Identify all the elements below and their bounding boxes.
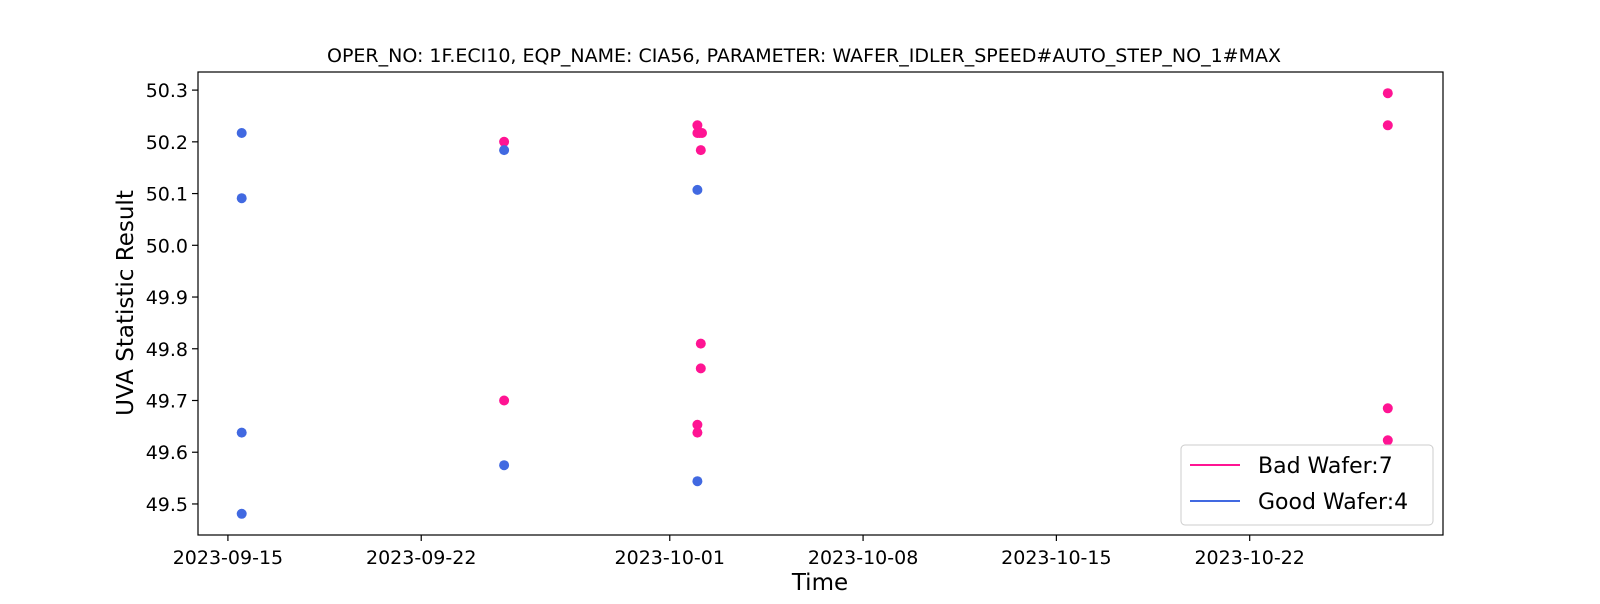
data-point-series-0-14 xyxy=(1382,435,1393,446)
legend: Bad Wafer:7 Good Wafer:4 xyxy=(1180,444,1434,526)
x-tick-label-0: 2023-09-15 xyxy=(173,547,283,569)
x-tick-label-3: 2023-10-08 xyxy=(808,547,918,569)
data-point-series-1-3 xyxy=(236,508,247,519)
data-point-series-1-0 xyxy=(236,128,247,138)
data-point-series-0-6 xyxy=(695,145,706,156)
y-tick-label-0: 49.5 xyxy=(146,494,188,516)
data-point-series-0-0 xyxy=(499,136,510,147)
x-axis: 2023-09-15 2023-09-22 2023-10-01 2023-10-08… xyxy=(173,535,1305,569)
data-point-series-0-5 xyxy=(697,128,707,138)
x-axis-title: Time xyxy=(791,570,848,596)
legend-box xyxy=(1180,444,1434,526)
data-point-series-0-11 xyxy=(1382,88,1393,99)
y-tick-label-8: 50.3 xyxy=(146,80,188,102)
chart-title: OPER_NO: 1F.ECI10, EQP_NAME: CIA56, PARA… xyxy=(327,45,1281,67)
data-point-series-0-2 xyxy=(692,120,703,131)
y-tick-label-6: 50.1 xyxy=(146,184,188,206)
data-point-series-0-10 xyxy=(692,427,703,438)
data-point-series-0-8 xyxy=(695,363,706,374)
y-axis-title: UVA Statistic Result xyxy=(113,190,139,416)
y-tick-label-5: 50.0 xyxy=(146,235,188,257)
x-tick-label-5: 2023-10-22 xyxy=(1194,547,1304,569)
data-point-series-1-6 xyxy=(692,184,703,195)
y-tick-label-4: 49.9 xyxy=(146,287,188,309)
data-point-series-0-13 xyxy=(1382,403,1393,414)
legend-label-1: Good Wafer:4 xyxy=(1258,490,1408,515)
data-point-series-0-9 xyxy=(692,419,703,430)
plot-frame xyxy=(197,71,1444,536)
x-tick-label-1: 2023-09-22 xyxy=(366,547,476,569)
y-axis: 49.5 49.6 49.7 49.8 49.9 50.0 50.1 50.2 50.3 xyxy=(146,80,198,516)
data-point-series-1-4 xyxy=(499,145,510,156)
data-point-series-1-1 xyxy=(236,193,247,204)
y-tick-label-3: 49.8 xyxy=(146,339,188,361)
data-point-series-1-5 xyxy=(499,460,510,471)
data-point-series-0-7 xyxy=(695,338,706,349)
legend-label-0: Bad Wafer:7 xyxy=(1258,454,1393,479)
data-point-series-1-7 xyxy=(692,476,703,487)
y-tick-label-7: 50.2 xyxy=(146,132,188,154)
x-tick-label-2: 2023-10-01 xyxy=(615,547,725,569)
y-tick-label-2: 49.7 xyxy=(146,390,188,412)
data-point-series-0-12 xyxy=(1382,120,1393,131)
x-tick-label-4: 2023-10-15 xyxy=(1001,547,1111,569)
data-point-series-0-1 xyxy=(499,395,510,406)
y-tick-label-1: 49.6 xyxy=(146,442,188,464)
data-point-series-1-2 xyxy=(236,427,247,438)
plot-marks xyxy=(236,88,1393,519)
